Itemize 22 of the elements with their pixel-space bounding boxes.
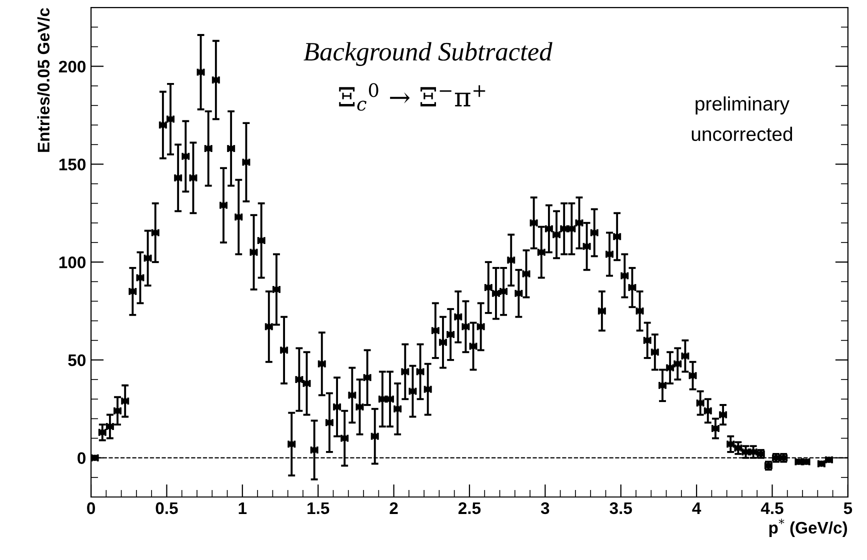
y-tick-label: 0 [78,452,86,464]
x-tick-label: 2.5 [458,502,481,514]
annotation: uncorrected [692,126,792,142]
x-tick-label: 2 [390,502,398,514]
x-tick-label: 0.5 [156,502,178,514]
x-tick-label: 3.5 [610,502,632,514]
x-tick-label: 4 [692,502,702,514]
text: Background Subtracted [304,42,552,66]
x-tick-label: 1 [238,502,247,514]
x-tick-label: 4.5 [760,502,784,514]
x-tick-label: 5 [844,502,852,514]
y-tick-label: 200 [58,60,86,72]
y-tick-label: 50 [68,354,86,366]
x-tick-label: 0 [87,502,95,514]
x-axis-title: p$^{*}$ (GeV/c) [769,518,848,537]
text: Ξ$_{c}$$^{0}$ → Ξ$^{−}$π$^{+}$ [339,83,486,111]
x-tick-label: 1.5 [308,502,330,514]
y-axis-title: Entries/0.05 GeV/c [37,8,50,152]
annotation: preliminary [696,96,790,115]
y-tick-label: 150 [59,158,86,170]
y-tick-label: 100 [59,256,86,268]
x-tick-label: 3 [540,502,550,514]
